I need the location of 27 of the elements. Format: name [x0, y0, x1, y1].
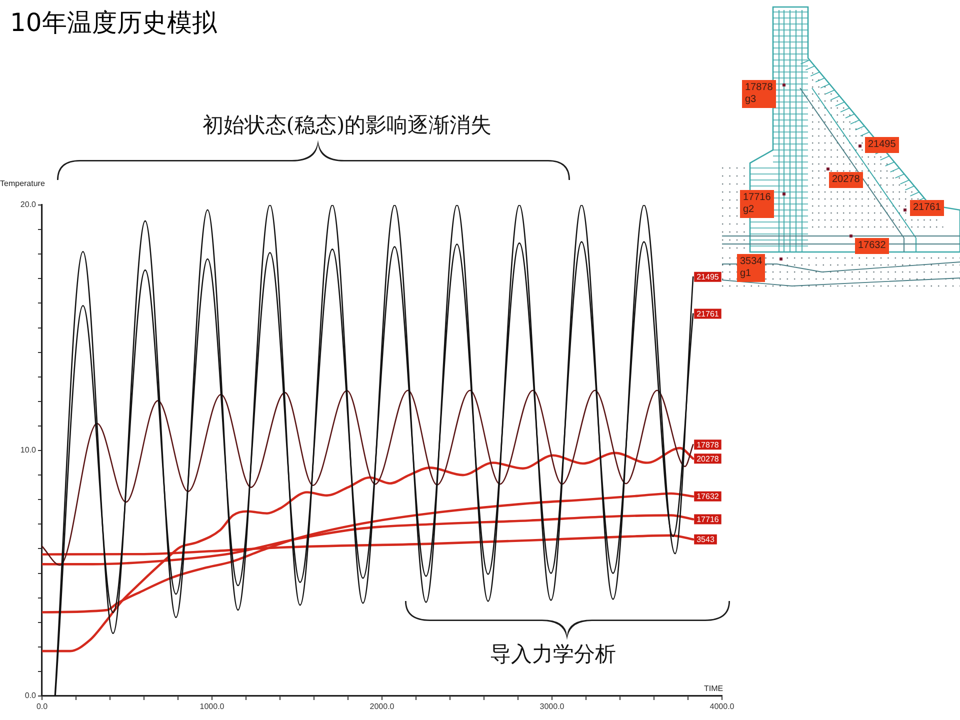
text: 初始状态(稳态)的影响逐渐消失 [202, 112, 492, 138]
x-axis-title: TIME [704, 684, 724, 693]
text: 21761 [910, 200, 944, 216]
text: 17716 g2 [740, 190, 774, 218]
y-tick-label: 10.0 [20, 446, 37, 455]
series-label: 17716 [696, 514, 720, 524]
annotation: 导入力学分析 [490, 641, 616, 667]
series-label: 3543 [696, 535, 715, 544]
series-label: 17878 [696, 440, 720, 450]
x-tick-label: 0.0 [36, 702, 48, 712]
y-tick-label: 20.0 [20, 200, 37, 210]
y-axis-title: Temperature [0, 179, 45, 188]
text: 21495 [865, 137, 899, 153]
text: 17632 [855, 238, 889, 254]
x-tick-label: 3000.0 [540, 702, 565, 712]
series-label: 17632 [696, 492, 720, 502]
x-tick-label: 1000.0 [200, 702, 225, 712]
series-label: 21495 [696, 272, 720, 282]
series-label: 21761 [696, 309, 720, 318]
x-tick-label: 2000.0 [370, 702, 395, 712]
chart-title: 10年温度历史模拟 [10, 7, 217, 39]
y-tick-label: 0.0 [24, 691, 37, 700]
text: 17878 g3 [742, 80, 776, 108]
x-tick-label: 4000.0 [710, 702, 735, 712]
text: 20278 [829, 172, 863, 188]
legend-label: 20278 [696, 454, 720, 464]
text: 3534 g1 [737, 254, 766, 282]
